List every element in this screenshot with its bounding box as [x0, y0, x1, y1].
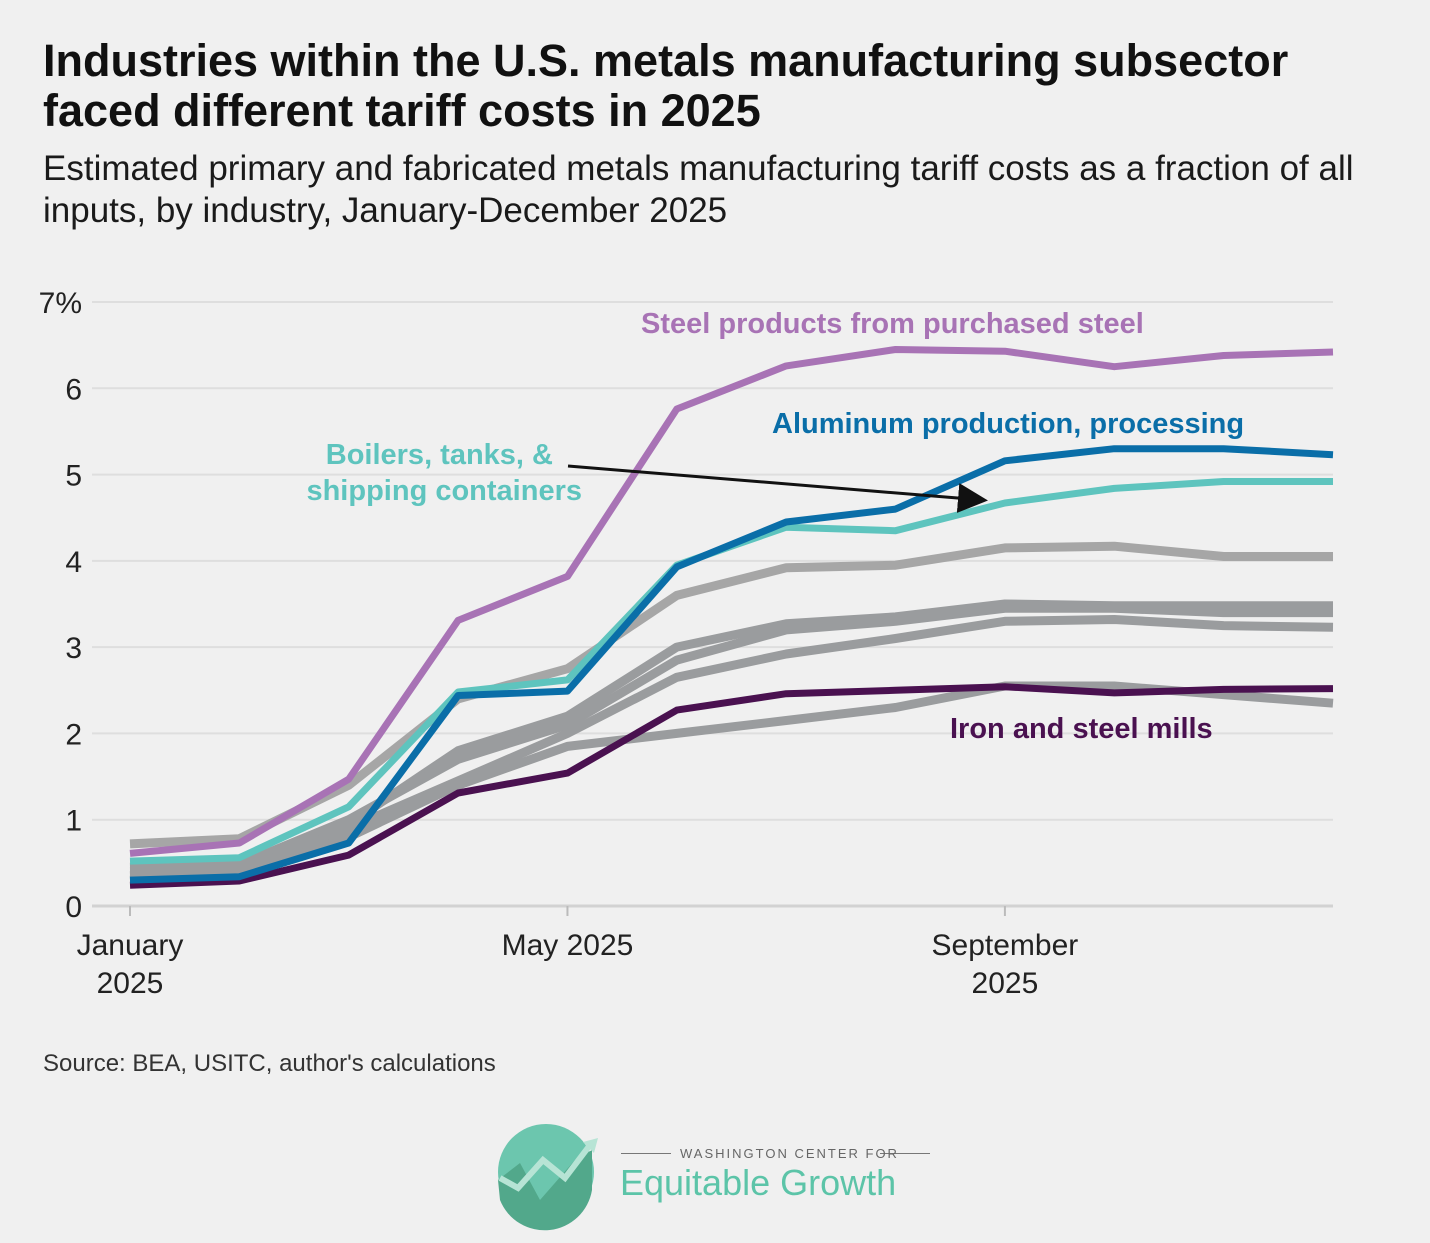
label-iron-steel: Iron and steel mills — [950, 713, 1213, 745]
annotation-arrow — [567, 464, 988, 513]
series-line-aluminum-production-processing — [129, 445, 1334, 884]
logo — [498, 1124, 598, 1231]
y-tick-label: 4 — [65, 546, 82, 579]
chart-subtitle: Estimated primary and fabricated metals … — [43, 149, 1354, 230]
series-line-other-3 — [129, 615, 1334, 881]
series-line-other-2 — [129, 603, 1333, 872]
x-tick-label: January — [77, 929, 184, 962]
logo-trend-icon — [498, 1143, 593, 1192]
y-tick-label: 1 — [65, 805, 82, 838]
logo-rule-right — [880, 1153, 930, 1154]
series-line-other-0 — [129, 541, 1333, 849]
label-boilers-line2: shipping containers — [306, 475, 582, 507]
x-tick-label: 2025 — [97, 967, 164, 1000]
logo-text-top: WASHINGTON CENTER FOR — [680, 1146, 899, 1161]
x-tick-label: September — [932, 929, 1079, 962]
logo-text-main: Equitable Growth — [620, 1162, 897, 1203]
chart-title: Industries within the U.S. metals manufa… — [43, 35, 1289, 136]
y-tick-label: 6 — [65, 373, 82, 406]
label-aluminum: Aluminum production, processing — [772, 408, 1244, 440]
logo-rule-left — [621, 1153, 671, 1154]
series-line-other-4 — [129, 681, 1334, 885]
y-tick-label: 0 — [65, 891, 82, 924]
label-steel-products: Steel products from purchased steel — [641, 308, 1144, 340]
y-tick-label: 5 — [65, 460, 82, 493]
y-tick-label: 2 — [65, 718, 82, 751]
series-line-iron-and-steel-mills — [129, 683, 1334, 889]
source-note: Source: BEA, USITC, author's calculation… — [43, 1050, 496, 1077]
y-tick-label: 7% — [39, 287, 82, 320]
y-tick-label: 3 — [65, 632, 82, 665]
x-tick-label: 2025 — [972, 967, 1039, 1000]
x-tick-label: May 2025 — [502, 929, 634, 962]
series-line-steel-products-from-purchased-steel — [129, 346, 1334, 857]
label-boilers-line1: Boilers, tanks, & — [326, 439, 553, 471]
